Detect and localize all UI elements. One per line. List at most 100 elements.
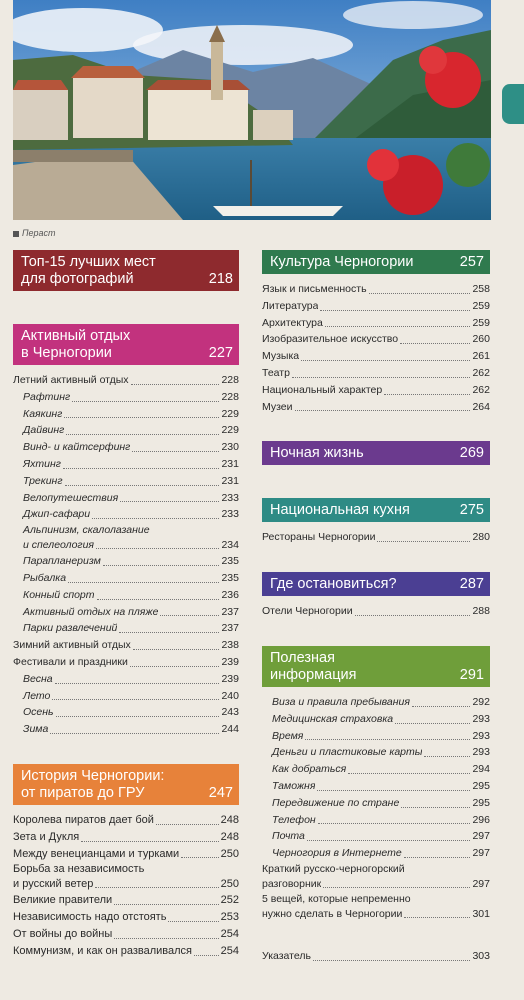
toc-entry-title: Рестораны Черногории <box>262 531 376 544</box>
toc-entry: Яхтинг 231 <box>13 456 239 473</box>
toc-entry: Зима 244 <box>13 721 239 738</box>
toc-entry: Таможня 295 <box>262 778 490 795</box>
cover-photo <box>13 0 491 220</box>
section-title: Топ-15 лучших мест <box>21 254 156 270</box>
toc-entry-title: Медицинская страховка <box>272 712 394 725</box>
dot-leader <box>400 343 471 345</box>
page-edge-tab <box>502 84 524 124</box>
dot-leader <box>132 648 220 650</box>
toc-entry-title: Парки развлечений <box>23 622 118 635</box>
toc-entry-page: 288 <box>472 605 490 618</box>
section-entries: Летний активный отдых 228 Рафтинг 228 Каякин… <box>13 372 239 738</box>
dot-leader <box>119 632 220 634</box>
toc-entry-title: Отели Черногории <box>262 605 353 618</box>
section-header: Топ-15 лучших мест для фотографий 218 <box>13 250 239 291</box>
section-gap <box>262 922 490 948</box>
dot-leader <box>62 467 220 469</box>
dot-leader <box>306 840 471 842</box>
toc-entry-page: 237 <box>221 622 239 635</box>
toc-entry: Трекинг 231 <box>13 473 239 490</box>
toc-entry: Время 293 <box>262 728 490 745</box>
toc-entry: Деньги и пластиковые карты 293 <box>262 744 490 761</box>
toc-entry-title-line: Борьба за независимость <box>13 863 145 876</box>
toc-entry-title: Дайвинг <box>23 424 65 437</box>
section-title: Где остановиться? <box>270 576 397 593</box>
toc-entry-title: Изобразительное искусство <box>262 333 399 346</box>
section-page: 247 <box>208 784 233 801</box>
toc-entry-title: Таможня <box>272 779 316 792</box>
toc-entry-page: 259 <box>472 299 490 312</box>
toc-entry-title: Архитектура <box>262 316 323 329</box>
toc-entry-page: 250 <box>220 847 239 860</box>
toc-entry: Зимний активный отдых 238 <box>13 637 239 654</box>
dot-leader <box>54 682 220 684</box>
section-header: Национальная кухня 275 <box>262 498 490 523</box>
dot-leader <box>168 920 219 922</box>
toc-entry-title: Виза и правила пребывания <box>272 695 410 708</box>
toc-section-history: История Черногории: от пиратов до ГРУ 247 К… <box>13 763 239 960</box>
photo-caption: Пераст <box>13 228 56 238</box>
toc-entry-page: 244 <box>221 723 239 736</box>
dot-leader <box>160 615 220 617</box>
toc-section-culture: Культура Черногории 257 Язык и письменност… <box>262 250 490 415</box>
toc-entry-title: Конный спорт <box>23 588 95 601</box>
toc-entry-title: Весна <box>23 672 53 685</box>
toc-entry-page: 261 <box>472 350 490 363</box>
toc-entry-page: 235 <box>221 555 239 568</box>
toc-entry-title: Национальный характер <box>262 383 383 396</box>
toc-section-cuisine: Национальная кухня 275 Рестораны Черногори… <box>262 498 490 546</box>
dot-leader <box>317 789 471 791</box>
toc-section-photo-spots: Топ-15 лучших мест для фотографий 218 <box>13 250 239 291</box>
toc-entry-title: Каякинг <box>23 407 63 420</box>
toc-entry: Национальный характер 262 <box>262 382 490 399</box>
toc-entry-page: 301 <box>472 907 490 920</box>
toc-entry: 5 вещей, которые непременно нужно сделать… <box>262 892 490 922</box>
section-page: 287 <box>459 576 484 593</box>
section-title: История Черногории: <box>21 767 165 784</box>
toc-entry-page: 295 <box>472 779 490 792</box>
toc-entry: Джип-сафари 233 <box>13 506 239 523</box>
toc-entry: Рыбалка 235 <box>13 570 239 587</box>
toc-entry-title: От войны до войны <box>13 927 113 940</box>
toc-entry-title-line: Альпинизм, скалолазание <box>23 524 150 537</box>
toc-entry: Королева пиратов дает бой 248 <box>13 812 239 829</box>
toc-entry-title: Между венецианцами и турками <box>13 847 180 860</box>
toc-entry: Независимость надо отстоять 253 <box>13 909 239 926</box>
toc-entry-row: нужно сделать в Черногории 301 <box>262 907 490 922</box>
toc-entry-page: 248 <box>220 813 239 826</box>
toc-entry-row: разговорник 297 <box>262 877 490 892</box>
toc-entry: Весна 239 <box>13 671 239 688</box>
toc-entry: Черногория в Интернете 297 <box>262 845 490 862</box>
section-page: 275 <box>459 502 484 519</box>
toc-entry-title: Черногория в Интернете <box>272 847 402 860</box>
toc-entry-page: 231 <box>221 474 239 487</box>
toc-entry: Почта 297 <box>262 828 490 845</box>
toc-entry-page: 248 <box>220 830 239 843</box>
caption-text: Пераст <box>22 228 56 238</box>
toc-entry-title: Велопутешествия <box>23 491 119 504</box>
dot-leader <box>411 705 471 707</box>
section-gap <box>13 298 239 324</box>
toc-entry-title: Театр <box>262 366 290 379</box>
toc-entry-title: Передвижение по стране <box>272 796 400 809</box>
dot-leader <box>95 887 219 889</box>
section-gap <box>13 738 239 764</box>
toc-entry-title: Активный отдых на пляже <box>23 605 159 618</box>
toc-entry-page: 254 <box>220 944 239 957</box>
toc-entry-title: Королева пиратов дает бой <box>13 813 154 826</box>
toc-entry: Конный спорт 236 <box>13 587 239 604</box>
dot-leader <box>114 904 219 906</box>
section-title: Ночная жизнь <box>270 445 364 462</box>
toc-entry-title: Деньги и пластиковые карты <box>272 746 423 759</box>
toc-entry-page: 303 <box>472 949 490 962</box>
toc-section-index: Указатель 303 <box>262 948 490 965</box>
dot-leader <box>324 326 471 328</box>
toc-entry-page: 231 <box>221 457 239 470</box>
dot-leader <box>312 959 471 961</box>
toc-entry: Фестивали и праздники 239 <box>13 654 239 671</box>
toc-entry-row: и русский ветер 250 <box>13 877 239 892</box>
toc-entry-page: 243 <box>221 706 239 719</box>
dot-leader <box>66 434 220 436</box>
toc-entry-title: Зета и Дукля <box>13 830 80 843</box>
dot-leader <box>401 806 471 808</box>
